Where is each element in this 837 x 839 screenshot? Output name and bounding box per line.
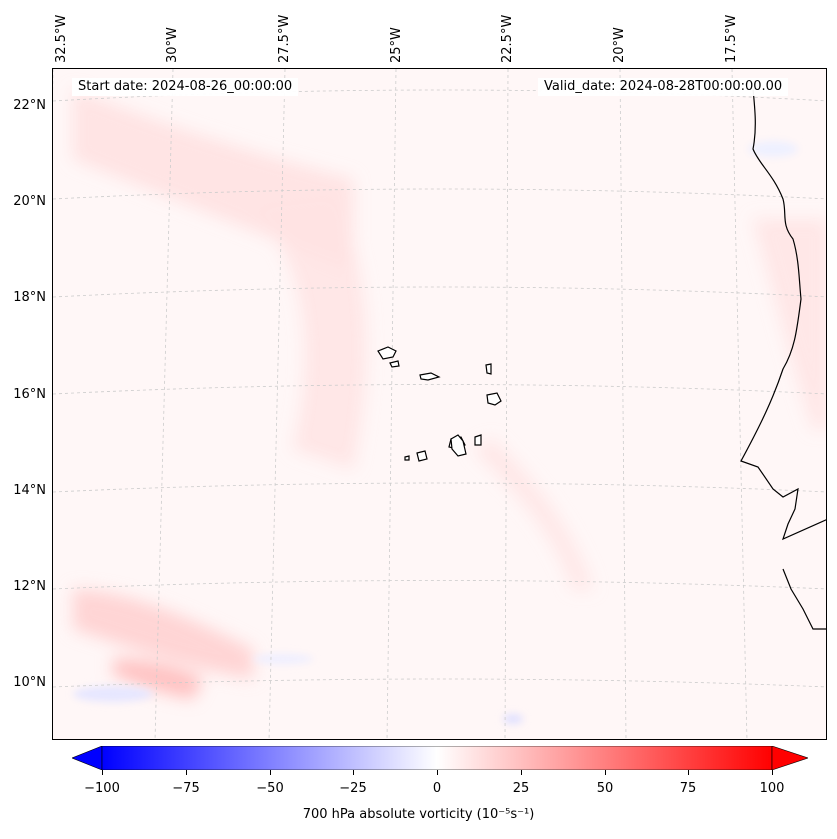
colorbar-tick-25: 25 (512, 781, 530, 796)
colorbar-tick-neg75: −75 (172, 781, 200, 796)
colorbar-units: (10⁻⁵s⁻¹) (476, 807, 535, 822)
graticule (53, 69, 826, 739)
africa-coastline (740, 88, 826, 630)
lat-label-22n: 22°N (13, 98, 46, 113)
valid-date-label: Valid_date: 2024-08-28T00:00:00.00 (538, 78, 789, 96)
lon-label-25w: 25°W (389, 27, 404, 63)
start-date-label: Start date: 2024-08-26_00:00:00 (72, 78, 299, 96)
colorbar-tick-50: 50 (596, 781, 614, 796)
colorbar-min-extend (72, 746, 103, 770)
cape-verde-islands (377, 346, 502, 462)
positive-vorticity-band (73, 89, 826, 699)
negative-vorticity-patches (73, 141, 798, 724)
lon-label-30w: 30°W (165, 27, 180, 63)
lon-label-22-5w: 22.5°W (500, 14, 515, 63)
lat-label-20n: 20°N (13, 194, 46, 209)
lat-label-16n: 16°N (13, 387, 46, 402)
lat-label-12n: 12°N (13, 579, 46, 594)
lat-label-14n: 14°N (13, 483, 46, 498)
colorbar-tick-75: 75 (679, 781, 697, 796)
colorbar-label: 700 hPa absolute vorticity (10⁻⁵s⁻¹) (0, 807, 837, 822)
lon-label-17-5w: 17.5°W (724, 14, 739, 63)
colorbar-tick-100: 100 (759, 781, 785, 796)
colorbar-tick-0: 0 (432, 781, 442, 796)
vorticity-field (53, 69, 826, 739)
lat-label-10n: 10°N (13, 675, 46, 690)
lon-label-20w: 20°W (612, 27, 627, 63)
map-panel[interactable] (52, 68, 827, 740)
lon-label-32-5w: 32.5°W (54, 14, 69, 63)
colorbar-tick-neg25: −25 (339, 781, 367, 796)
colorbar-tick-neg100: −100 (84, 781, 120, 796)
lat-label-18n: 18°N (13, 290, 46, 305)
lon-label-27-5w: 27.5°W (277, 14, 292, 63)
colorbar (72, 746, 808, 770)
colorbar-variable: 700 hPa absolute vorticity (302, 807, 473, 822)
colorbar-max-extend (771, 746, 808, 770)
colorbar-tick-neg50: −50 (256, 781, 284, 796)
